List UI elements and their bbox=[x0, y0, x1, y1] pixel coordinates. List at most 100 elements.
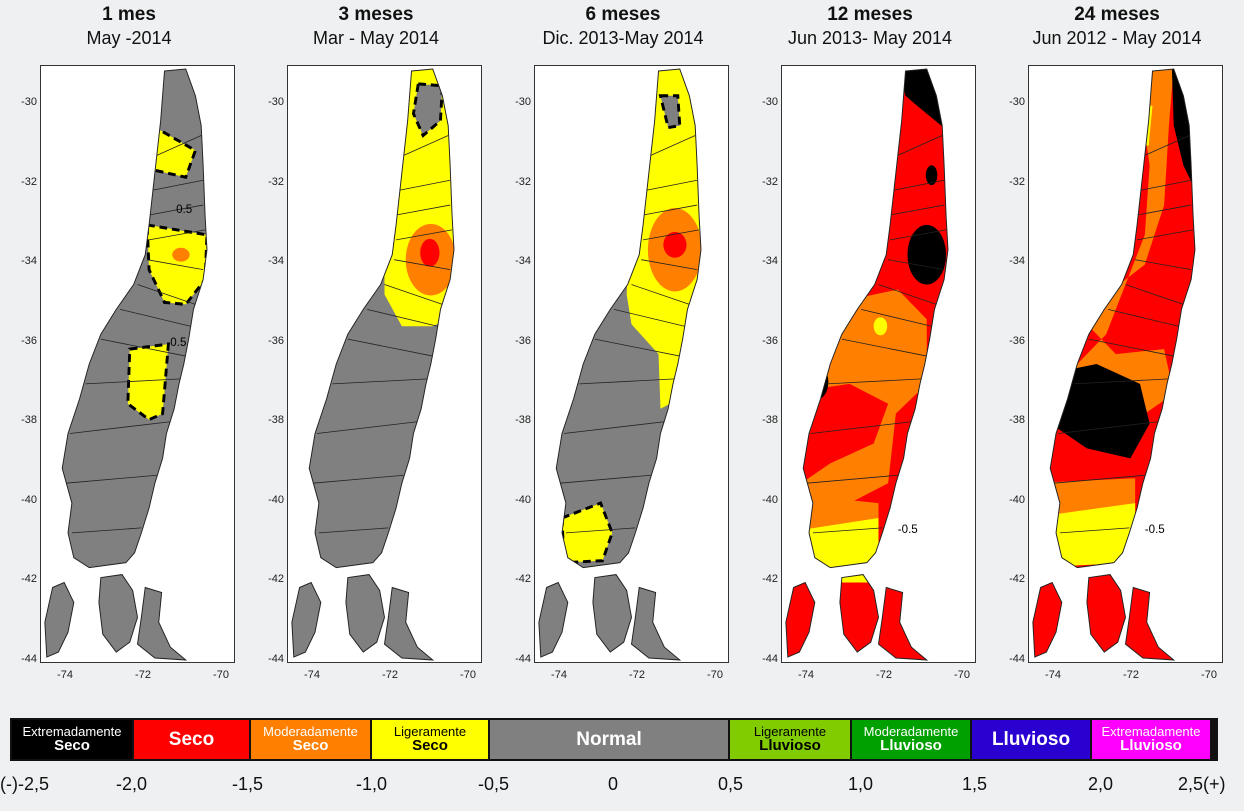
coastline bbox=[1049, 68, 1196, 569]
scale-label: -0,5 bbox=[478, 774, 510, 794]
map-panel: 1 mes May -2014 0.5 -0.5 -30 -32 -34 -36 -38 -40 -… bbox=[5, 0, 253, 690]
x-tick-label: -74 bbox=[1045, 669, 1061, 681]
x-tick-label: -74 bbox=[304, 669, 320, 681]
scale-label: -1,5 bbox=[232, 774, 264, 794]
legend-category: Extremadamente Seco bbox=[12, 720, 134, 759]
y-tick-label: -36 bbox=[515, 334, 531, 347]
legend-line2: Lluvioso bbox=[991, 728, 1071, 750]
legend-line2: Seco bbox=[168, 728, 215, 750]
coastline bbox=[44, 581, 75, 658]
legend-line1: Extremadamente bbox=[1101, 723, 1201, 739]
y-tick-label: -40 bbox=[762, 493, 778, 506]
legend-line2: Lluvioso bbox=[759, 737, 821, 755]
y-tick-label: -44 bbox=[268, 652, 284, 665]
legend-category: Ligeramente Lluvioso bbox=[730, 720, 852, 759]
panel-subtitle: Jun 2012 - May 2014 bbox=[1032, 28, 1202, 48]
spi-area bbox=[150, 122, 198, 179]
y-tick-label: -36 bbox=[762, 334, 778, 347]
coastline bbox=[1124, 586, 1176, 661]
y-tick-label: -38 bbox=[762, 414, 778, 426]
y-tick-label: -40 bbox=[1009, 493, 1025, 506]
y-tick-label: -30 bbox=[515, 96, 531, 108]
y-tick-label: -38 bbox=[21, 414, 37, 426]
spi-area bbox=[560, 501, 614, 565]
y-tick-label: -42 bbox=[762, 573, 778, 585]
contour-label: -0.5 bbox=[166, 336, 186, 349]
y-tick-label: -30 bbox=[268, 96, 284, 108]
map-frame: -0.5 bbox=[781, 65, 976, 663]
y-tick-label: -30 bbox=[21, 96, 37, 108]
coastline bbox=[785, 581, 816, 658]
contour-label: 0.5 bbox=[176, 203, 193, 216]
legend-category: Moderadamente Seco bbox=[251, 720, 372, 759]
coastline bbox=[1032, 581, 1063, 658]
chile-map bbox=[538, 68, 702, 661]
spi-area bbox=[1067, 68, 1174, 414]
legend-line2: Seco bbox=[54, 737, 90, 755]
y-tick-label: -30 bbox=[1009, 96, 1025, 108]
legend-category: Lluvioso bbox=[972, 720, 1092, 759]
y-tick-label: -38 bbox=[515, 414, 531, 426]
y-tick-label: -38 bbox=[268, 414, 284, 426]
legend-category: Ligeramente Seco bbox=[372, 720, 490, 759]
coastline bbox=[308, 68, 455, 569]
map-panel: 6 meses Dic. 2013-May 2014 -30 -32 -34 -36 -38… bbox=[499, 0, 747, 690]
x-tick-label: -74 bbox=[798, 669, 814, 681]
x-tick-label: -70 bbox=[460, 669, 476, 681]
legend-bar: Extremadamente Seco Seco Moderadamente Seco L… bbox=[10, 718, 1218, 761]
chile-map: -0.5 bbox=[1032, 68, 1196, 661]
panel-title: 12 meses bbox=[827, 4, 913, 25]
spi-area bbox=[420, 238, 440, 267]
spi-area bbox=[785, 517, 879, 583]
map-frame bbox=[287, 65, 482, 663]
panel-title: 1 mes bbox=[102, 4, 156, 25]
legend-category: Moderadamente Lluvioso bbox=[852, 720, 972, 759]
x-tick-label: -70 bbox=[1201, 669, 1217, 681]
y-tick-label: -36 bbox=[1009, 334, 1025, 347]
y-tick-label: -42 bbox=[515, 573, 531, 585]
panel-subtitle: Dic. 2013-May 2014 bbox=[542, 28, 704, 48]
legend-line1: Extremadamente bbox=[22, 723, 122, 739]
legend-category: Seco bbox=[134, 720, 251, 759]
y-tick-label: -44 bbox=[762, 652, 778, 665]
spi-area bbox=[1032, 503, 1136, 568]
coastline bbox=[136, 586, 188, 661]
scale-label: 2,0 bbox=[1088, 774, 1114, 794]
chile-map: 0.5 -0.5 bbox=[44, 68, 208, 661]
coastline bbox=[345, 574, 385, 653]
coastline bbox=[383, 586, 435, 661]
x-tick-label: -72 bbox=[629, 669, 645, 681]
map-frame bbox=[534, 65, 729, 663]
contour-label: -0.5 bbox=[1145, 523, 1165, 536]
scale-label: 2,5(+) bbox=[1178, 774, 1226, 794]
coastline bbox=[802, 68, 949, 569]
legend-line1: Moderadamente bbox=[263, 723, 358, 739]
spi-area bbox=[907, 224, 947, 285]
y-tick-label: -34 bbox=[268, 255, 284, 267]
y-tick-label: -34 bbox=[21, 255, 37, 267]
y-tick-label: -42 bbox=[268, 573, 284, 585]
map-panel: 12 meses Jun 2013- May 2014 -0.5 -30 -32 -34 -… bbox=[746, 0, 994, 690]
x-tick-label: -72 bbox=[876, 669, 892, 681]
x-tick-label: -70 bbox=[707, 669, 723, 681]
map-frame: 0.5 -0.5 bbox=[40, 65, 235, 663]
y-tick-label: -40 bbox=[21, 493, 37, 506]
coastline bbox=[291, 581, 322, 658]
x-tick-label: -72 bbox=[382, 669, 398, 681]
y-tick-label: -32 bbox=[515, 175, 531, 188]
coastline bbox=[877, 586, 929, 661]
panel-title: 3 meses bbox=[338, 4, 414, 25]
legend-line2: Lluvioso bbox=[880, 737, 942, 755]
spi-area bbox=[658, 94, 682, 130]
y-tick-label: -32 bbox=[268, 175, 284, 188]
spi-area bbox=[126, 342, 170, 422]
y-tick-label: -40 bbox=[268, 493, 284, 506]
coastline bbox=[98, 574, 138, 653]
coastline bbox=[555, 68, 702, 569]
x-tick-label: -70 bbox=[954, 669, 970, 681]
legend-line2: Seco bbox=[412, 737, 448, 755]
scale-label: 1,0 bbox=[848, 774, 874, 794]
scale-label: 0 bbox=[608, 774, 619, 794]
y-tick-label: -34 bbox=[762, 255, 778, 267]
spi-area bbox=[873, 317, 888, 336]
